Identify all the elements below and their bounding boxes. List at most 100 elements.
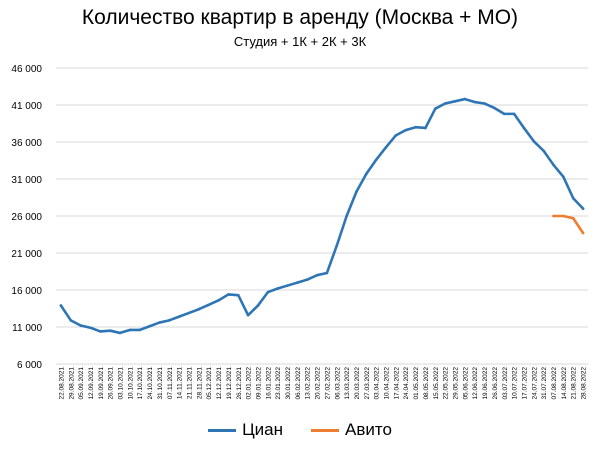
x-tick-label: 29.05.2022 [453,367,460,400]
x-tick-label: 28.11.2021 [196,367,203,399]
chart-subtitle: Студия + 1К + 2К + 3К [233,34,367,49]
data-point [502,112,506,116]
legend-label: Авито [345,420,392,439]
x-tick-label: 27.03.2022 [364,367,371,400]
data-point [345,214,348,218]
x-tick-label: 17.10.2021 [137,367,144,400]
data-point [217,299,220,302]
data-point [552,163,555,167]
x-tick-label: 08.05.2022 [423,367,430,400]
data-point [483,102,486,105]
data-point [562,175,565,179]
data-point [59,304,63,307]
data-point [296,281,299,284]
x-tick-label: 17.07.2022 [521,367,528,400]
x-tick-label: 24.04.2022 [403,367,410,400]
x-tick-label: 07.08.2022 [551,367,558,400]
x-tick-label: 22.08.2021 [58,367,65,400]
x-tick-label: 13.02.2022 [305,367,312,400]
x-tick-label: 12.12.2021 [216,367,223,400]
x-tick-label: 19.09.2021 [98,367,105,400]
data-point [89,326,92,330]
data-point [581,231,585,235]
x-tick-label: 30.01.2022 [285,367,292,400]
data-point [424,126,427,130]
x-tick-label: 26.09.2021 [108,367,115,400]
y-tick-label: 46 000 [11,64,42,75]
x-tick-label: 23.01.2022 [275,367,282,400]
x-tick-label: 09.01.2022 [255,367,262,400]
data-point [404,128,408,132]
x-tick-label: 16.01.2022 [265,367,272,400]
data-point [542,149,545,153]
x-tick-label: 21.08.2022 [571,367,578,400]
data-point [581,207,585,210]
x-tick-label: 15.05.2022 [433,367,440,400]
data-point [138,328,142,332]
x-tick-label: 29.08.2021 [68,367,75,400]
x-tick-label: 10.07.2022 [512,367,519,400]
legend: Циан Авито [0,420,600,440]
x-tick-label: 21.11.2021 [187,367,194,399]
x-tick-label: 28.08.2022 [581,367,588,400]
data-point [463,97,467,101]
y-tick-label: 26 000 [11,212,42,223]
x-tick-label: 05.09.2021 [78,367,85,400]
data-point [286,284,289,287]
data-point [187,311,191,315]
x-tick-label: 19.06.2022 [482,367,489,400]
x-tick-label: 03.07.2022 [502,367,509,400]
data-point [433,107,437,110]
x-tick-label: 12.09.2021 [88,367,95,400]
data-point [414,125,417,129]
legend-swatch [208,428,237,432]
data-point [227,293,230,296]
data-point [355,190,358,193]
data-point [108,329,112,333]
data-point [266,290,270,294]
data-point [276,287,279,290]
y-tick-label: 11 000 [12,323,42,334]
data-point [197,307,201,311]
x-tick-label: 26.06.2022 [492,367,499,400]
data-point [246,313,250,317]
data-point [394,134,398,137]
y-tick-label: 16 000 [11,286,42,297]
data-point [552,214,555,218]
data-point [374,158,378,162]
legend-item: Циан [208,420,283,440]
x-tick-label: 19.12.2021 [226,367,233,400]
data-point [571,216,575,220]
x-tick-label: 03.04.2022 [374,367,381,400]
data-point [571,196,575,200]
x-tick-label: 31.07.2022 [541,367,548,400]
y-tick-label: 36 000 [11,138,42,149]
x-tick-label: 22.05.2022 [443,367,450,400]
data-point [148,324,151,328]
x-tick-label: 12.06.2022 [472,367,479,400]
data-point [453,100,457,103]
data-point [128,328,132,332]
data-point [365,172,368,176]
x-tick-label: 17.04.2022 [393,367,400,400]
data-point [207,303,211,307]
data-point [177,315,181,318]
series-line [59,97,585,335]
data-point [315,273,319,277]
y-tick-label: 41 000 [11,101,42,112]
x-tick-label: 14.08.2022 [561,367,568,400]
data-point [512,112,516,116]
x-tick-label: 10.04.2022 [384,367,391,400]
data-point [335,244,339,247]
series-line [552,214,585,235]
chart-title: Количество квартир в аренду (Москва + МО… [81,6,519,29]
data-point [69,319,73,322]
data-point [167,319,171,322]
x-tick-label: 05.06.2022 [462,367,469,400]
x-tick-label: 24.10.2021 [147,367,154,400]
x-tick-label: 06.02.2022 [295,367,302,400]
y-tick-label: 6 000 [17,360,42,371]
data-point [79,324,82,327]
y-tick-label: 21 000 [11,249,42,260]
